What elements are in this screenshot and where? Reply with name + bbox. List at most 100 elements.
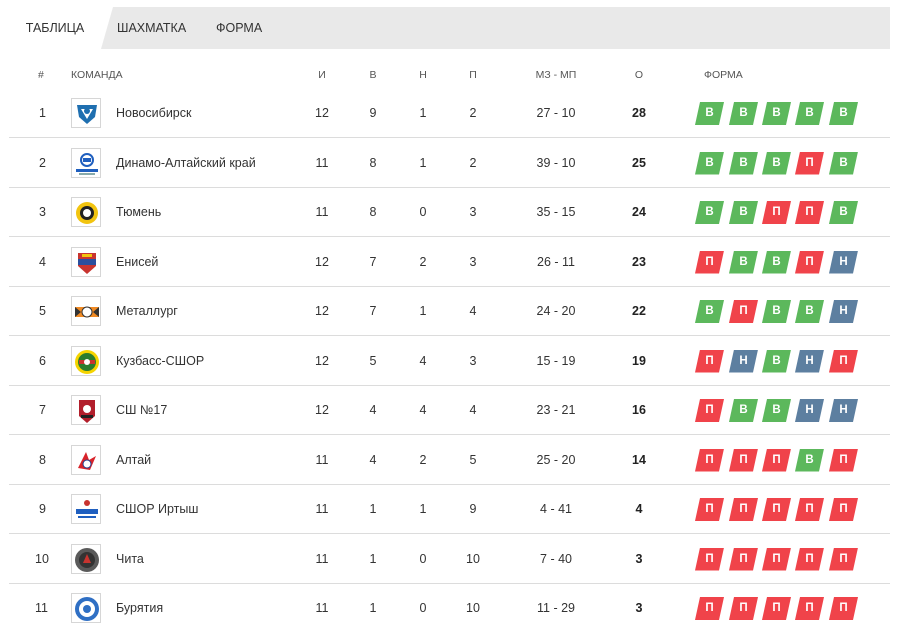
- form-result-badge[interactable]: В: [829, 102, 858, 125]
- lost-cell: 10: [466, 551, 480, 566]
- table-row[interactable]: 8 Алтай 11 4 2 5 25 - 20 14 П П П В П: [9, 436, 890, 485]
- won-cell: 8: [369, 155, 377, 170]
- form-result-badge[interactable]: Н: [829, 399, 858, 422]
- form-result-badge[interactable]: П: [829, 597, 858, 620]
- table-row[interactable]: 5 Металлург 12 7 1 4 24 - 20 22 В П В В Н: [9, 287, 890, 336]
- table-row[interactable]: 3 Тюмень 11 8 0 3 35 - 15 24 В В П П В: [9, 188, 890, 237]
- tab-table[interactable]: ТАБЛИЦА: [9, 7, 113, 49]
- form-result-badge[interactable]: В: [795, 449, 824, 472]
- form-result-badge[interactable]: В: [695, 300, 724, 323]
- points-cell: 24: [632, 205, 646, 219]
- form-result-badge[interactable]: В: [762, 102, 791, 125]
- goals-cell: 39 - 10: [536, 155, 576, 170]
- team-name-link[interactable]: Тюмень: [116, 205, 162, 219]
- form-result-badge[interactable]: П: [795, 201, 824, 224]
- form-result-badge[interactable]: П: [829, 498, 858, 521]
- table-row[interactable]: 11 Бурятия 11 1 0 10 11 - 29 3 П П П П П: [9, 584, 890, 633]
- form-result-badge[interactable]: П: [729, 300, 758, 323]
- form-result-badge[interactable]: П: [695, 597, 724, 620]
- form-result-badge[interactable]: П: [829, 548, 858, 571]
- form-result-badge[interactable]: П: [795, 597, 824, 620]
- form-result-badge[interactable]: В: [795, 300, 824, 323]
- form-result-badge[interactable]: П: [795, 152, 824, 175]
- form-result-badge[interactable]: П: [695, 350, 724, 373]
- form-result-badge[interactable]: В: [762, 152, 791, 175]
- form-result-badge[interactable]: П: [762, 548, 791, 571]
- form-result-badge[interactable]: Н: [829, 300, 858, 323]
- form-result-badge[interactable]: П: [795, 548, 824, 571]
- position-cell: 5: [39, 304, 46, 318]
- lost-cell: 3: [469, 353, 477, 368]
- tab-crosstable[interactable]: ШАХМАТКА: [117, 21, 187, 35]
- tab-form[interactable]: ФОРМА: [216, 21, 263, 35]
- form-result-badge[interactable]: П: [762, 498, 791, 521]
- table-row[interactable]: 10 Чита 11 1 0 10 7 - 40 3 П П П П П: [9, 535, 890, 584]
- points-cell: 19: [632, 353, 646, 368]
- points-cell: 25: [632, 155, 646, 170]
- form-result-badge[interactable]: П: [795, 251, 824, 274]
- form-result-badge[interactable]: В: [762, 399, 791, 422]
- team-name-link[interactable]: Кузбасс-СШОР: [116, 353, 205, 368]
- table-row[interactable]: 9 СШОР Иртыш 11 1 1 9 4 - 41 4 П П П П П: [9, 485, 890, 534]
- played-cell: 11: [315, 205, 329, 219]
- form-result-badge[interactable]: В: [829, 152, 858, 175]
- form-result-badge[interactable]: П: [829, 350, 858, 373]
- team-name-link[interactable]: Алтай: [116, 452, 152, 467]
- won-cell: 7: [369, 304, 377, 318]
- team-name-link[interactable]: СШОР Иртыш: [116, 502, 199, 516]
- form-result-badge[interactable]: П: [695, 399, 724, 422]
- form-result-badge[interactable]: В: [762, 350, 791, 373]
- form-result-badge[interactable]: Н: [829, 251, 858, 274]
- form-result-badge[interactable]: Н: [729, 350, 758, 373]
- table-row[interactable]: 7 СШ №17 12 4 4 4 23 - 21 16 П В В Н Н: [9, 386, 890, 435]
- team-name-link[interactable]: Новосибирск: [116, 106, 192, 120]
- form-result-badge[interactable]: В: [729, 399, 758, 422]
- form-result-badge[interactable]: В: [729, 102, 758, 125]
- position-cell: 2: [39, 155, 46, 170]
- form-result-badge[interactable]: П: [695, 449, 724, 472]
- team-name-link[interactable]: Чита: [116, 551, 144, 566]
- position-cell: 4: [39, 254, 46, 269]
- team-name-link[interactable]: Бурятия: [116, 601, 164, 615]
- form-result-badge[interactable]: Н: [795, 399, 824, 422]
- form-result-badge[interactable]: П: [695, 498, 724, 521]
- lost-cell: 9: [469, 502, 477, 516]
- form-result-badge[interactable]: П: [829, 449, 858, 472]
- form-result-badge[interactable]: П: [695, 548, 724, 571]
- form-result-badge[interactable]: В: [695, 152, 724, 175]
- form-result-badge[interactable]: В: [695, 102, 724, 125]
- form-result-badge[interactable]: П: [729, 597, 758, 620]
- form-result-badge[interactable]: П: [795, 498, 824, 521]
- kuzbass-logo-icon: [71, 345, 101, 376]
- table-row[interactable]: 2 Динамо-Алтайский край 11 8 1 2 39 - 10 25 В В В П…: [9, 139, 890, 188]
- header-form: ФОРМА: [704, 69, 743, 81]
- table-row[interactable]: 4 Енисей 12 7 2 3 26 - 11 23 П В В П Н: [9, 238, 890, 287]
- form-result-badge[interactable]: В: [762, 251, 791, 274]
- team-name-link[interactable]: СШ №17: [116, 403, 168, 417]
- form-result-badge[interactable]: П: [729, 498, 758, 521]
- form-result-badge[interactable]: П: [695, 251, 724, 274]
- altai-logo-icon: [71, 444, 101, 475]
- form-result-badge[interactable]: П: [729, 548, 758, 571]
- form-result-badge[interactable]: В: [729, 251, 758, 274]
- team-name-link[interactable]: Динамо-Алтайский край: [116, 155, 256, 170]
- form-result-badge[interactable]: П: [762, 449, 791, 472]
- form-result-badge[interactable]: П: [762, 597, 791, 620]
- form-result-badge[interactable]: Н: [795, 350, 824, 373]
- form-result-badge[interactable]: В: [695, 201, 724, 224]
- team-name-link[interactable]: Енисей: [116, 254, 159, 269]
- table-row[interactable]: 1 Новосибирск 12 9 1 2 27 - 10 28 В В В В В: [9, 89, 890, 138]
- drawn-cell: 1: [419, 304, 427, 318]
- form-result-badge[interactable]: П: [729, 449, 758, 472]
- position-cell: 1: [39, 106, 46, 120]
- played-cell: 11: [315, 502, 329, 516]
- form-result-badge[interactable]: В: [729, 201, 758, 224]
- form-result-badge[interactable]: В: [829, 201, 858, 224]
- form-result-badge[interactable]: П: [762, 201, 791, 224]
- team-name-link[interactable]: Металлург: [116, 304, 178, 318]
- form-result-badge[interactable]: В: [762, 300, 791, 323]
- form-result-badge[interactable]: В: [795, 102, 824, 125]
- table-row[interactable]: 6 Кузбасс-СШОР 12 5 4 3 15 - 19 19 П Н В Н П: [9, 337, 890, 386]
- form-result-badge[interactable]: В: [729, 152, 758, 175]
- lost-cell: 4: [469, 403, 477, 417]
